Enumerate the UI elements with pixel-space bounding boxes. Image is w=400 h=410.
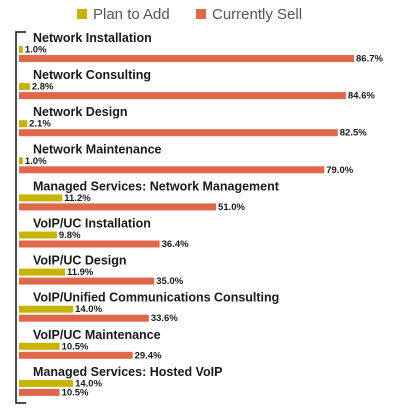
category-label: VoIP/UC Design bbox=[33, 254, 127, 268]
value-label-plan-to-add: 2.1% bbox=[29, 119, 51, 130]
value-label-currently-sell: 10.5% bbox=[62, 387, 89, 398]
bar-plan-to-add bbox=[19, 46, 23, 53]
legend-swatch-currently-sell bbox=[196, 9, 206, 19]
category-label: Network Installation bbox=[33, 31, 152, 45]
legend: Plan to Add Currently Sell bbox=[77, 6, 302, 23]
bar-currently-sell bbox=[19, 92, 346, 100]
value-label-plan-to-add: 1.0% bbox=[25, 45, 47, 56]
bar-plan-to-add bbox=[19, 120, 28, 128]
bar-currently-sell bbox=[19, 277, 155, 285]
value-label-currently-sell: 82.5% bbox=[340, 128, 367, 139]
category-label: Network Design bbox=[33, 105, 127, 119]
value-label-plan-to-add: 1.0% bbox=[25, 156, 47, 167]
category-label: VoIP/UC Installation bbox=[33, 217, 151, 231]
legend-label-plan-to-add: Plan to Add bbox=[93, 6, 170, 23]
bar-currently-sell bbox=[19, 166, 325, 174]
value-label-plan-to-add: 14.0% bbox=[75, 378, 102, 389]
category-axis-bracket bbox=[15, 31, 26, 404]
bar-plan-to-add bbox=[19, 342, 60, 350]
bar-plan-to-add bbox=[19, 157, 23, 165]
legend-label-currently-sell: Currently Sell bbox=[212, 6, 302, 23]
value-label-currently-sell: 86.7% bbox=[356, 54, 383, 65]
value-label-currently-sell: 84.6% bbox=[348, 91, 375, 102]
bar-currently-sell bbox=[19, 203, 217, 211]
bar-plan-to-add bbox=[19, 83, 30, 91]
value-label-plan-to-add: 14.0% bbox=[75, 304, 102, 315]
bar-currently-sell bbox=[19, 388, 60, 396]
category-label: Managed Services: Network Management bbox=[33, 179, 280, 193]
value-label-plan-to-add: 11.2% bbox=[64, 193, 91, 204]
value-label-currently-sell: 35.0% bbox=[156, 276, 183, 287]
bar-plan-to-add bbox=[19, 231, 57, 239]
category-label: VoIP/UC Maintenance bbox=[33, 328, 161, 342]
category-label: Network Maintenance bbox=[33, 142, 162, 156]
bar-plan-to-add bbox=[19, 379, 74, 387]
value-label-currently-sell: 36.4% bbox=[162, 239, 189, 250]
value-label-currently-sell: 79.0% bbox=[326, 165, 353, 176]
value-label-currently-sell: 51.0% bbox=[218, 202, 245, 213]
value-label-currently-sell: 29.4% bbox=[135, 350, 162, 361]
bar-currently-sell bbox=[19, 55, 354, 62]
bar-currently-sell bbox=[19, 351, 133, 359]
value-label-plan-to-add: 10.5% bbox=[62, 341, 89, 352]
bar-plan-to-add bbox=[19, 268, 65, 276]
bar-plan-to-add bbox=[19, 194, 63, 202]
value-label-plan-to-add: 9.8% bbox=[59, 230, 81, 241]
category-label: VoIP/Unified Communications Consulting bbox=[33, 291, 279, 305]
category-label: Network Consulting bbox=[33, 68, 151, 82]
value-label-currently-sell: 33.6% bbox=[151, 313, 178, 324]
legend-swatch-plan-to-add bbox=[77, 9, 87, 19]
category-label: Managed Services: Hosted VoIP bbox=[33, 365, 222, 379]
bar-currently-sell bbox=[19, 129, 338, 137]
bar-currently-sell bbox=[19, 240, 160, 248]
bar-currently-sell bbox=[19, 314, 149, 322]
bar-plan-to-add bbox=[19, 305, 74, 313]
value-label-plan-to-add: 11.9% bbox=[67, 267, 94, 278]
value-label-plan-to-add: 2.8% bbox=[32, 82, 54, 93]
